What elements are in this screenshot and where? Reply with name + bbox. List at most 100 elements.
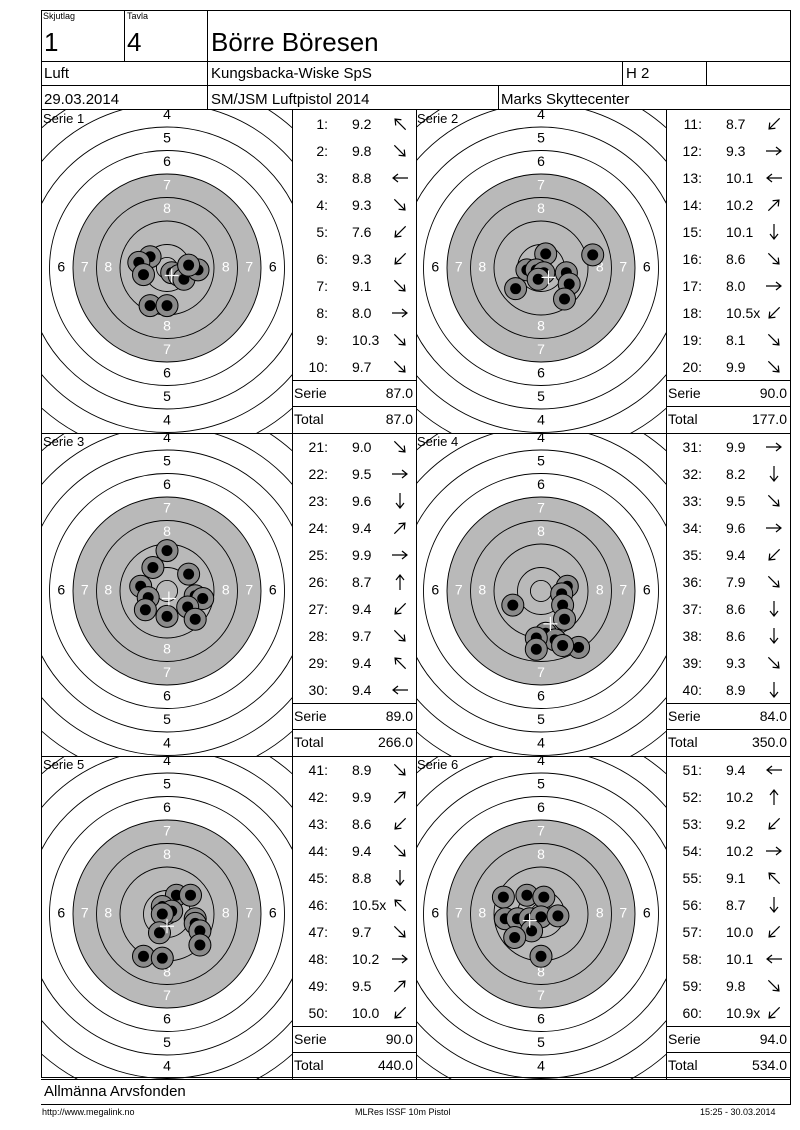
- shot-score: 9.4: [726, 547, 746, 563]
- ring-label: 8: [537, 523, 545, 539]
- shot-score: 9.9: [726, 439, 746, 455]
- shot-score: 7.6: [352, 224, 372, 240]
- direction-arrow-icon: [394, 602, 407, 615]
- shot-row: 33: 9.5: [666, 488, 786, 515]
- shot-hole-center: [161, 610, 173, 622]
- shot-number: 20:: [682, 359, 702, 375]
- ring-8: [96, 843, 238, 985]
- shot-row: 41: 8.9: [292, 757, 412, 784]
- group-center-mark: [160, 919, 174, 934]
- shot-score: 8.6: [726, 628, 746, 644]
- shot-row: 43: 8.6: [292, 811, 412, 838]
- divider: [41, 85, 791, 86]
- direction-arrow-icon: [393, 198, 406, 211]
- shot-score: 10.5x: [726, 305, 761, 321]
- direction-arrow-icon: [769, 628, 779, 644]
- shot-row: 19: 8.1: [666, 327, 786, 354]
- divider: [292, 729, 416, 730]
- shot-score: 9.4: [352, 655, 372, 671]
- shot-number: 39:: [682, 655, 702, 671]
- shot-hole-center: [497, 891, 509, 903]
- shot-row: 37: 8.6: [666, 596, 786, 623]
- shot-row: 36: 7.9: [666, 569, 786, 596]
- shot-number: 50:: [308, 1005, 328, 1021]
- competition: SM/JSM Luftpistol 2014: [211, 91, 370, 108]
- shot-number: 53:: [682, 816, 702, 832]
- direction-arrow-icon: [766, 442, 782, 452]
- shot-number: 3:: [316, 170, 328, 186]
- shot-hole-center: [161, 545, 173, 557]
- direction-arrow-icon: [769, 224, 779, 240]
- group-center-mark: [161, 591, 176, 606]
- ring-label: 6: [537, 799, 545, 815]
- shot-number: 32:: [682, 466, 702, 482]
- serie-sum-label: Serie: [294, 708, 327, 724]
- direction-arrow-icon: [767, 252, 780, 265]
- direction-arrow-icon: [392, 954, 408, 964]
- shot-hole-center: [563, 278, 575, 290]
- divider: [416, 433, 417, 756]
- shot-number: 40:: [682, 682, 702, 698]
- divider: [41, 61, 791, 62]
- serie-sum: Serie 90.0: [292, 1026, 416, 1052]
- shot-score: 10.2: [726, 197, 754, 213]
- direction-arrow-icon: [767, 979, 780, 992]
- running-total-label: Total: [294, 734, 324, 750]
- ring-5: [42, 449, 292, 733]
- ring-label: 6: [269, 905, 277, 921]
- ring-label: 6: [431, 905, 439, 921]
- footer-timestamp: 15:25 - 30.03.2014: [700, 1107, 776, 1117]
- shooter-class: H 2: [626, 65, 650, 82]
- shot-hole-center: [559, 293, 570, 305]
- divider: [124, 10, 125, 61]
- direction-arrow-icon: [768, 872, 781, 885]
- direction-arrow-icon: [393, 333, 406, 346]
- ring-8: [470, 520, 612, 662]
- direction-arrow-icon: [768, 117, 781, 130]
- shot-number: 8:: [316, 305, 328, 321]
- shot-number: 38:: [682, 628, 702, 644]
- shot-number: 46:: [308, 897, 328, 913]
- ring-label: 8: [596, 582, 604, 598]
- running-total-value: 177.0: [751, 411, 787, 427]
- shot-number: 16:: [682, 251, 702, 267]
- shot-number: 57:: [682, 924, 702, 940]
- direction-arrow-icon: [769, 682, 779, 698]
- ring-label: 7: [537, 341, 545, 357]
- divider: [666, 1026, 790, 1027]
- ring-label: 6: [643, 582, 651, 598]
- running-total-value: 534.0: [751, 1057, 787, 1073]
- shot-row: 20: 9.9: [666, 354, 786, 381]
- shot-number: 9:: [316, 332, 328, 348]
- shot-number: 59:: [682, 978, 702, 994]
- divider: [41, 1104, 791, 1105]
- shot-number: 14:: [682, 197, 702, 213]
- direction-arrow-icon: [767, 575, 780, 588]
- shot-number: 13:: [682, 170, 702, 186]
- ring-label: 6: [431, 259, 439, 275]
- direction-arrow-icon: [767, 656, 780, 669]
- direction-arrow-icon: [768, 1006, 781, 1019]
- direction-arrow-icon: [766, 954, 782, 964]
- shot-hole-center: [147, 562, 159, 573]
- ring-label: 5: [163, 129, 171, 145]
- direction-arrow-icon: [394, 252, 407, 265]
- group-center-mark: [164, 268, 179, 283]
- ring-label: 8: [596, 259, 604, 275]
- running-total-label: Total: [668, 1057, 698, 1073]
- ring-label: 4: [163, 756, 171, 768]
- ring-label: 6: [643, 905, 651, 921]
- target-3: 445566667777888855: [42, 433, 292, 756]
- shot-number: 45:: [308, 870, 328, 886]
- ring-7: [72, 496, 262, 686]
- venue: Marks Skyttecenter: [501, 91, 630, 108]
- divider: [416, 756, 417, 1079]
- ring-7: [72, 819, 262, 1009]
- ring-label: 7: [619, 905, 627, 921]
- shot-number: 10:: [308, 359, 328, 375]
- ring-label: 7: [537, 176, 545, 192]
- shot-row: 10: 9.7: [292, 354, 412, 381]
- ring-label: 7: [163, 341, 171, 357]
- ring-label: 8: [222, 905, 230, 921]
- shot-row: 31: 9.9: [666, 434, 786, 461]
